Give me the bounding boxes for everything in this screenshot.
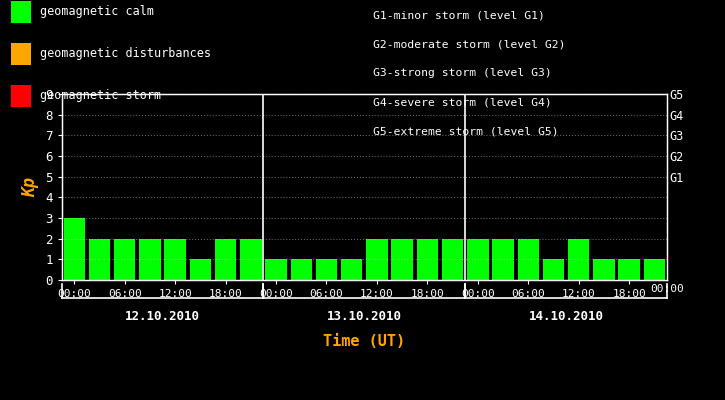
Text: geomagnetic storm: geomagnetic storm [40,90,161,102]
Bar [215,239,236,280]
Bar [618,259,640,280]
Text: 00:00: 00:00 [650,284,684,294]
Bar [568,239,589,280]
Bar [593,259,615,280]
Bar [316,259,337,280]
Bar [442,239,463,280]
Bar [165,239,186,280]
Bar [291,259,312,280]
Bar [139,239,161,280]
Bar [341,259,362,280]
Bar [88,239,110,280]
Text: Time (UT): Time (UT) [323,334,405,349]
Text: geomagnetic disturbances: geomagnetic disturbances [40,48,211,60]
Bar [467,239,489,280]
Bar [240,239,262,280]
Bar [417,239,438,280]
Bar [114,239,136,280]
Text: 12.10.2010: 12.10.2010 [125,310,200,323]
Text: 14.10.2010: 14.10.2010 [529,310,604,323]
Bar [265,259,287,280]
Bar [543,259,564,280]
Bar [64,218,85,280]
Bar [644,259,665,280]
Text: G2-moderate storm (level G2): G2-moderate storm (level G2) [373,39,566,49]
Text: G5-extreme storm (level G5): G5-extreme storm (level G5) [373,127,559,137]
Y-axis label: Kp: Kp [22,177,40,197]
Text: 13.10.2010: 13.10.2010 [327,310,402,323]
Bar [392,239,413,280]
Text: G3-strong storm (level G3): G3-strong storm (level G3) [373,68,552,78]
Bar [190,259,211,280]
Bar [518,239,539,280]
Bar [366,239,388,280]
Text: G4-severe storm (level G4): G4-severe storm (level G4) [373,98,552,108]
Bar [492,239,514,280]
Text: G1-minor storm (level G1): G1-minor storm (level G1) [373,10,545,20]
Text: geomagnetic calm: geomagnetic calm [40,6,154,18]
